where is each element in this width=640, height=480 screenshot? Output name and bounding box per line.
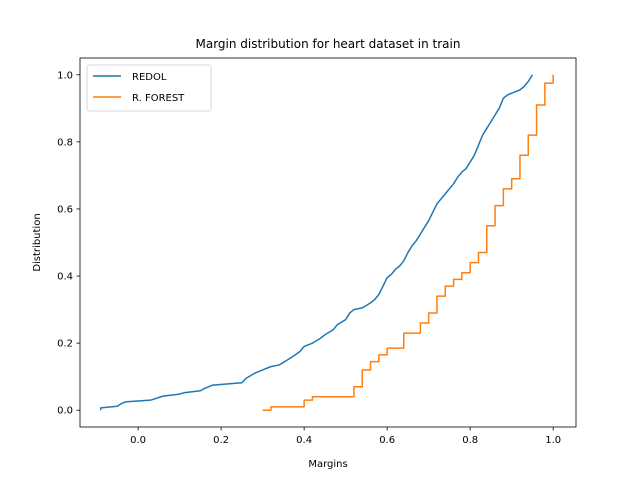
x-tick-label: 0.4 xyxy=(296,435,312,446)
legend-label-random-forest: R. FOREST xyxy=(132,93,185,104)
chart-title: Margin distribution for heart dataset in… xyxy=(196,37,461,51)
series-line-redol xyxy=(100,74,534,411)
y-tick-label: 1.0 xyxy=(57,70,73,81)
legend-label-redol: REDOL xyxy=(132,72,167,83)
plot-area xyxy=(100,74,554,411)
series-line-random-forest xyxy=(262,74,554,411)
legend: REDOL R. FOREST xyxy=(86,64,212,112)
x-tick-label: 0.2 xyxy=(213,435,229,446)
y-tick-label: 0.4 xyxy=(57,272,73,283)
y-tick-label: 0.0 xyxy=(57,406,73,417)
x-tick-label: 1.0 xyxy=(545,435,561,446)
y-tick-label: 0.6 xyxy=(57,204,73,215)
axes-frame xyxy=(79,57,577,428)
x-axis-label: Margins xyxy=(308,459,347,470)
axis-ticks: 0.0 0.2 0.4 0.6 0.8 1.0 0.0 0.2 0.4 0.6 0.8 1.0 xyxy=(57,70,561,446)
x-tick-label: 0.8 xyxy=(462,435,478,446)
y-tick-label: 0.2 xyxy=(57,339,73,350)
y-tick-label: 0.8 xyxy=(57,137,73,148)
y-axis-label: Distribution xyxy=(32,213,43,271)
x-tick-label: 0.0 xyxy=(130,435,146,446)
x-tick-label: 0.6 xyxy=(379,435,395,446)
